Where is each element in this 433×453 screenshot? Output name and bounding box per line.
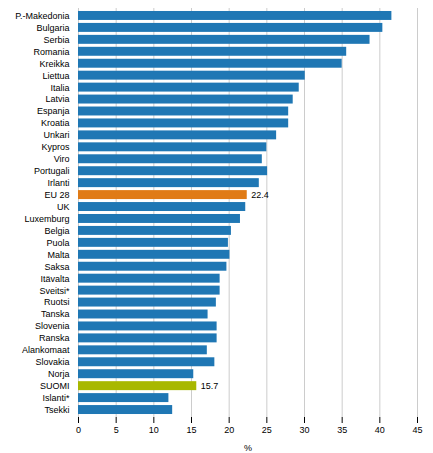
- svg-text:Kypros: Kypros: [41, 142, 70, 152]
- svg-text:Belgia: Belgia: [44, 226, 69, 236]
- svg-text:Viro: Viro: [54, 154, 70, 164]
- svg-text:Norja: Norja: [48, 369, 70, 379]
- svg-text:Bulgaria: Bulgaria: [36, 23, 69, 33]
- svg-text:15.7: 15.7: [201, 381, 219, 391]
- svg-text:Luxemburg: Luxemburg: [24, 214, 69, 224]
- svg-text:Portugali: Portugali: [34, 166, 70, 176]
- svg-text:Itävalta: Itävalta: [40, 274, 69, 284]
- svg-text:Espanja: Espanja: [37, 106, 70, 116]
- svg-text:Tanska: Tanska: [41, 309, 70, 319]
- svg-text:Irlanti: Irlanti: [47, 178, 69, 188]
- svg-text:Ranska: Ranska: [39, 333, 70, 343]
- svg-text:Latvia: Latvia: [45, 94, 69, 104]
- svg-text:Sveitsi*: Sveitsi*: [39, 286, 70, 296]
- svg-text:0: 0: [76, 425, 81, 435]
- svg-text:P.-Makedonia: P.-Makedonia: [15, 11, 69, 21]
- svg-text:Islanti*: Islanti*: [42, 393, 70, 403]
- svg-text:Italia: Italia: [50, 82, 69, 92]
- svg-text:EU 28: EU 28: [44, 190, 69, 200]
- svg-text:30: 30: [299, 425, 309, 435]
- svg-text:35: 35: [337, 425, 347, 435]
- svg-text:10: 10: [149, 425, 159, 435]
- svg-text:Kroatia: Kroatia: [41, 118, 70, 128]
- svg-text:%: %: [244, 443, 252, 453]
- svg-text:25: 25: [262, 425, 272, 435]
- svg-text:Unkari: Unkari: [43, 130, 69, 140]
- svg-text:5: 5: [114, 425, 119, 435]
- svg-text:22.4: 22.4: [251, 190, 269, 200]
- svg-text:45: 45: [412, 425, 422, 435]
- svg-text:UK: UK: [57, 202, 70, 212]
- svg-text:Slovakia: Slovakia: [35, 357, 69, 367]
- svg-text:40: 40: [375, 425, 385, 435]
- svg-text:Serbia: Serbia: [43, 35, 69, 45]
- svg-text:20: 20: [224, 425, 234, 435]
- svg-text:Romania: Romania: [33, 47, 69, 57]
- svg-text:Ruotsi: Ruotsi: [44, 297, 70, 307]
- svg-text:15: 15: [186, 425, 196, 435]
- svg-text:Slovenia: Slovenia: [35, 321, 70, 331]
- svg-text:Tsekki: Tsekki: [44, 405, 69, 415]
- svg-text:Liettua: Liettua: [42, 71, 69, 81]
- svg-text:Kreikka: Kreikka: [39, 59, 69, 69]
- svg-text:Malta: Malta: [47, 250, 69, 260]
- svg-text:Puola: Puola: [46, 238, 69, 248]
- svg-text:Alankomaat: Alankomaat: [22, 345, 70, 355]
- svg-text:Saksa: Saksa: [44, 262, 69, 272]
- svg-text:SUOMI: SUOMI: [40, 381, 70, 391]
